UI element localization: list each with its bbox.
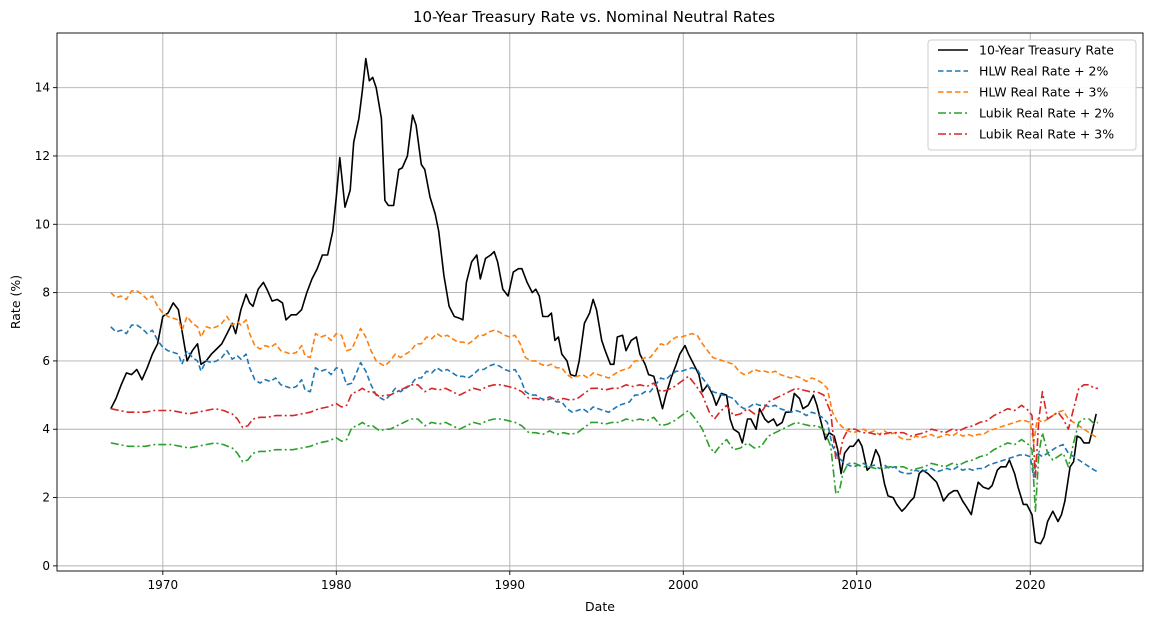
y-axis-label: Rate (%) [8,275,23,329]
x-tick-label: 2010 [841,578,872,592]
y-tick-label: 14 [35,81,50,95]
x-axis-label: Date [585,599,615,614]
grid [57,33,1143,571]
y-tick-label: 6 [42,354,50,368]
x-tick-label: 2000 [668,578,699,592]
series-line-lubik-real-rate-2 [110,409,1099,512]
legend-entry-label: Lubik Real Rate + 3% [979,127,1114,142]
y-tick-label: 12 [35,149,50,163]
y-tick-label: 8 [42,286,50,300]
legend-entry-label: HLW Real Rate + 3% [979,85,1109,100]
legend-entry-label: Lubik Real Rate + 2% [979,106,1114,121]
x-tick-label: 1970 [148,578,179,592]
legend: 10-Year Treasury Rate HLW Real Rate + 2% H… [927,39,1137,151]
series-lines [110,57,1099,545]
series-line-hlw-real-rate-2 [110,324,1099,478]
y-tick-label: 0 [42,559,50,573]
x-tick-label: 1990 [495,578,526,592]
x-tick-label: 2020 [1015,578,1046,592]
y-tick-label: 2 [42,491,50,505]
chart-title: 10-Year Treasury Rate vs. Nominal Neutra… [413,8,775,26]
plot-frame [56,32,1144,572]
x-tick-label: 1980 [321,578,352,592]
legend-entry-label: 10-Year Treasury Rate [979,43,1114,58]
series-line-hlw-real-rate-3 [110,290,1099,444]
legend-entry-label: HLW Real Rate + 2% [979,64,1109,79]
axis-ticks: 1970 1980 1990 2000 2010 2020 0 2 4 6 8 10 12 14 [35,81,1046,592]
legend-box [927,39,1137,151]
series-line-lubik-real-rate-3 [110,375,1098,478]
y-tick-label: 4 [42,422,50,436]
series-line-10-year-treasury-rate [110,57,1097,545]
y-tick-label: 10 [35,217,50,231]
